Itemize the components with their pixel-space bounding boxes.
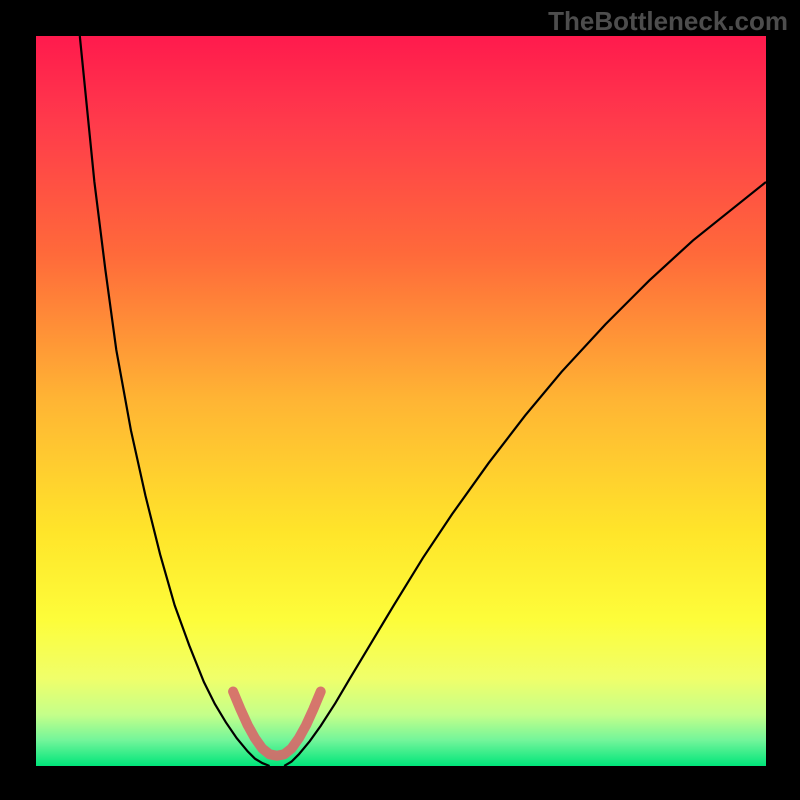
plot-background bbox=[36, 36, 766, 766]
watermark-text: TheBottleneck.com bbox=[548, 6, 788, 37]
bottleneck-chart bbox=[36, 36, 766, 766]
chart-container: TheBottleneck.com bbox=[0, 0, 800, 800]
